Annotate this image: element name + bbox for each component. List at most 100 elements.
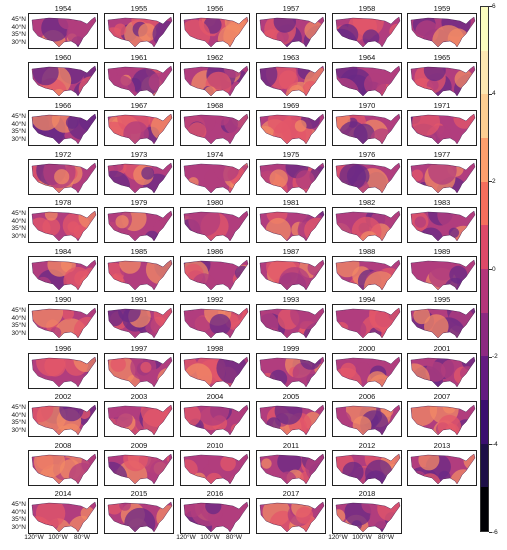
temperature-anomaly-patch <box>385 69 397 81</box>
us-outline <box>31 113 97 145</box>
panel-year-title: 1991 <box>130 295 148 304</box>
map-frame <box>332 13 402 49</box>
panel-year-title: 1956 <box>206 4 224 13</box>
longitude-label: 100°W <box>352 534 372 541</box>
us-outline <box>410 65 476 96</box>
us-outline <box>335 65 401 96</box>
us-map <box>183 65 249 96</box>
map-frame <box>407 61 477 98</box>
us-outline <box>183 307 249 339</box>
map-panel-1989: 1989 <box>407 247 477 292</box>
map-panel-2007: 2007 <box>407 393 477 437</box>
map-frame <box>180 158 250 195</box>
us-outline <box>410 210 476 242</box>
panel-year-title: 1971 <box>433 101 451 110</box>
temperature-anomaly-patch <box>295 506 314 524</box>
map-frame <box>28 255 98 292</box>
map-panel-2012: 2012 <box>332 440 402 486</box>
us-outline <box>410 356 476 387</box>
temperature-anomaly-patch <box>460 365 475 380</box>
temperature-anomaly-patch <box>59 405 84 422</box>
map-panel-1998: 1998 <box>180 343 250 389</box>
us-map <box>410 113 476 145</box>
us-map <box>259 404 325 436</box>
map-panel-2009: 2009 <box>104 441 174 486</box>
us-map <box>335 453 401 484</box>
map-frame <box>256 449 326 486</box>
map-panel-2004: 2004 <box>180 393 250 437</box>
panel-year-title: 1979 <box>130 198 148 207</box>
panel-year-title: 1972 <box>54 149 72 159</box>
us-outline <box>31 259 97 290</box>
us-map <box>107 356 173 387</box>
latitude-label: 40°N <box>11 411 26 419</box>
temperature-anomaly-patch <box>123 453 148 471</box>
map-frame <box>256 255 326 292</box>
colorbar-tick-mark <box>489 6 492 7</box>
map-frame <box>407 255 477 292</box>
map-panel-2008: 2008 <box>28 441 98 486</box>
latitude-label: 45°N <box>11 113 26 120</box>
map-frame <box>332 401 402 437</box>
temperature-anomaly-patch <box>339 162 366 190</box>
us-map <box>31 501 97 533</box>
us-outline <box>183 453 249 484</box>
us-map <box>183 404 249 436</box>
us-outline <box>335 16 401 48</box>
panel-year-title: 2002 <box>54 392 72 401</box>
temperature-anomaly-patch <box>278 471 297 484</box>
map-frame <box>104 255 174 292</box>
panel-year-title: 1998 <box>206 343 224 353</box>
map-frame <box>28 352 98 389</box>
panel-year-title: 2006 <box>358 392 376 401</box>
us-map <box>31 259 97 290</box>
us-outline <box>335 501 401 533</box>
temperature-anomaly-patch <box>32 308 63 328</box>
map-panel-2015: 2015 <box>104 490 174 534</box>
map-frame <box>407 401 477 437</box>
us-outline <box>31 210 97 242</box>
us-outline <box>183 501 249 533</box>
map-frame <box>256 352 326 389</box>
us-map <box>31 162 97 193</box>
map-panel-1990: 1990 <box>28 296 98 340</box>
us-outline <box>410 453 476 484</box>
map-frame <box>256 498 326 534</box>
us-outline <box>335 453 401 484</box>
panel-year-title: 2012 <box>358 440 376 450</box>
temperature-anomaly-patch <box>423 314 449 338</box>
map-frame <box>28 401 98 437</box>
us-map <box>183 162 249 193</box>
us-outline <box>107 453 173 484</box>
panel-year-title: 1957 <box>282 4 300 13</box>
us-outline <box>107 162 173 193</box>
us-map <box>335 501 401 533</box>
map-frame <box>180 401 250 437</box>
latitude-label: 40°N <box>11 23 26 31</box>
temperature-anomaly-patch <box>149 459 172 484</box>
temperature-anomaly-patch <box>413 308 431 325</box>
colorbar-segment <box>481 487 488 531</box>
temperature-anomaly-patch <box>355 361 370 376</box>
us-map <box>183 356 249 387</box>
us-map <box>410 404 476 436</box>
temperature-anomaly-patch <box>411 405 438 427</box>
panel-year-title: 2013 <box>433 440 451 450</box>
map-panel-1957: 1957 <box>256 4 326 49</box>
panel-year-title: 1983 <box>433 198 451 207</box>
colorbar-tick-mark <box>489 444 492 446</box>
panel-year-title: 1996 <box>54 343 72 353</box>
temperature-anomaly-patch <box>448 227 460 238</box>
us-map <box>410 259 476 290</box>
temperature-anomaly-patch <box>414 216 426 228</box>
temperature-anomaly-patch <box>235 265 248 280</box>
us-outline <box>107 16 173 48</box>
colorbar-tick-label: -6 <box>492 528 498 536</box>
temperature-anomaly-patch <box>411 169 423 181</box>
temperature-anomaly-patch <box>352 416 372 435</box>
us-map <box>107 113 173 145</box>
map-frame <box>407 110 477 146</box>
longitude-label: 120°W <box>328 534 348 541</box>
latitude-label: 40°N <box>11 508 26 516</box>
temperature-anomaly-patch <box>461 356 475 371</box>
